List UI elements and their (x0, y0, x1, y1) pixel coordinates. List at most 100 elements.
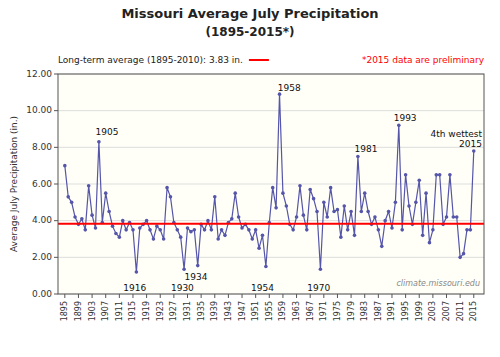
data-point (121, 219, 125, 223)
x-tick-label: 1911 (115, 301, 124, 321)
data-point (90, 213, 94, 217)
data-point (305, 228, 309, 232)
data-point (308, 188, 312, 192)
x-tick-label: 1907 (101, 301, 110, 321)
data-point (216, 237, 220, 241)
data-point (179, 235, 183, 239)
data-point (404, 173, 408, 177)
x-tick-label: 1935 (197, 301, 206, 321)
data-point (315, 210, 319, 214)
x-tick (323, 294, 324, 298)
x-tick (337, 294, 338, 298)
data-point (469, 228, 473, 232)
x-tick (282, 294, 283, 298)
data-point (353, 234, 357, 238)
y-tick (54, 294, 58, 295)
data-point (247, 228, 251, 232)
x-tick-label: 1931 (183, 301, 192, 321)
legend-swatch (249, 59, 269, 61)
plot-frame (58, 74, 484, 294)
chart: Missouri Average July Precipitation(1895… (0, 0, 500, 357)
data-point (196, 264, 200, 268)
x-tick-label: 1915 (128, 301, 137, 321)
data-point (193, 228, 197, 232)
data-point (213, 195, 217, 199)
data-point (291, 228, 295, 232)
data-point (400, 228, 404, 232)
data-point (94, 226, 98, 230)
x-tick-label: 2003 (428, 301, 437, 321)
subtitle: (1895-2015*) (205, 25, 294, 39)
data-point (210, 228, 214, 232)
annotation: 1958 (278, 83, 301, 93)
data-point (138, 226, 142, 230)
x-tick (405, 294, 406, 298)
data-point (349, 210, 353, 214)
data-point (148, 228, 152, 232)
x-tick-label: 1955 (265, 301, 274, 321)
data-point (414, 201, 418, 205)
watermark: climate.missouri.edu (396, 279, 480, 288)
data-point (240, 226, 244, 230)
data-point (135, 270, 139, 274)
x-tick (364, 294, 365, 298)
data-point (329, 186, 333, 190)
x-tick (132, 294, 133, 298)
x-tick (460, 294, 461, 298)
x-tick-label: 1923 (156, 301, 165, 321)
x-tick (119, 294, 120, 298)
data-point (445, 215, 449, 219)
data-point (230, 217, 234, 221)
data-point (417, 179, 421, 183)
y-axis-label: Average July Precipitation (in.) (9, 116, 19, 252)
annotation: 1930 (171, 283, 194, 293)
data-point (83, 228, 87, 232)
data-point (380, 245, 384, 249)
annotation: 1970 (307, 283, 330, 293)
x-tick-label: 1947 (238, 301, 247, 321)
grid-line (58, 147, 484, 148)
data-point (455, 215, 459, 219)
grid-line (58, 257, 484, 258)
x-tick (105, 294, 106, 298)
data-point (373, 215, 377, 219)
average-line (58, 223, 484, 225)
x-tick-label: 2015 (469, 301, 478, 321)
x-tick (378, 294, 379, 298)
data-point (278, 92, 282, 96)
data-point (387, 210, 391, 214)
data-point (250, 237, 254, 241)
data-point (360, 210, 364, 214)
data-point (332, 210, 336, 214)
data-point (302, 213, 306, 217)
data-point (189, 230, 193, 234)
x-tick (255, 294, 256, 298)
data-point (458, 256, 462, 260)
x-tick (269, 294, 270, 298)
data-point (342, 204, 346, 208)
data-point (465, 228, 469, 232)
data-point (107, 210, 111, 214)
data-point (152, 237, 156, 241)
data-point (271, 186, 275, 190)
y-tick-label: 6.00 (32, 179, 52, 189)
x-tick-label: 1927 (169, 301, 178, 321)
legend-label: Long-term average (1895-2010): 3.83 in. (58, 55, 243, 65)
annotation: 1981 (354, 144, 377, 154)
annotation: 1954 (251, 283, 274, 293)
x-tick-label: 1999 (415, 301, 424, 321)
data-point (73, 215, 77, 219)
x-tick-label: 1943 (224, 301, 233, 321)
data-point (319, 267, 323, 271)
data-point (336, 208, 340, 212)
x-tick (310, 294, 311, 298)
y-tick-label: 4.00 (32, 215, 52, 225)
data-point (223, 234, 227, 238)
data-point (182, 267, 186, 271)
x-tick-label: 1959 (278, 301, 287, 321)
x-tick (242, 294, 243, 298)
y-tick (54, 147, 58, 148)
x-tick-label: 2011 (456, 301, 465, 321)
y-tick-label: 12.00 (26, 69, 52, 79)
data-point (206, 219, 210, 223)
